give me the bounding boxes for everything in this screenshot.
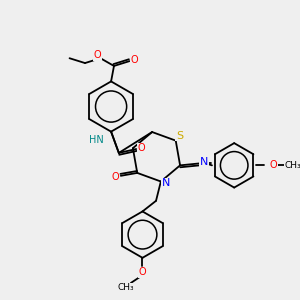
Text: CH₃: CH₃ bbox=[118, 283, 134, 292]
Text: O: O bbox=[137, 143, 145, 153]
Text: HN: HN bbox=[88, 135, 104, 145]
Text: N: N bbox=[161, 178, 170, 188]
Text: O: O bbox=[130, 55, 138, 65]
Text: O: O bbox=[270, 160, 278, 170]
Text: N: N bbox=[200, 158, 208, 167]
Text: CH₃: CH₃ bbox=[285, 161, 300, 170]
Text: S: S bbox=[176, 131, 183, 141]
Text: O: O bbox=[94, 50, 101, 60]
Text: O: O bbox=[139, 267, 146, 277]
Text: O: O bbox=[111, 172, 119, 182]
